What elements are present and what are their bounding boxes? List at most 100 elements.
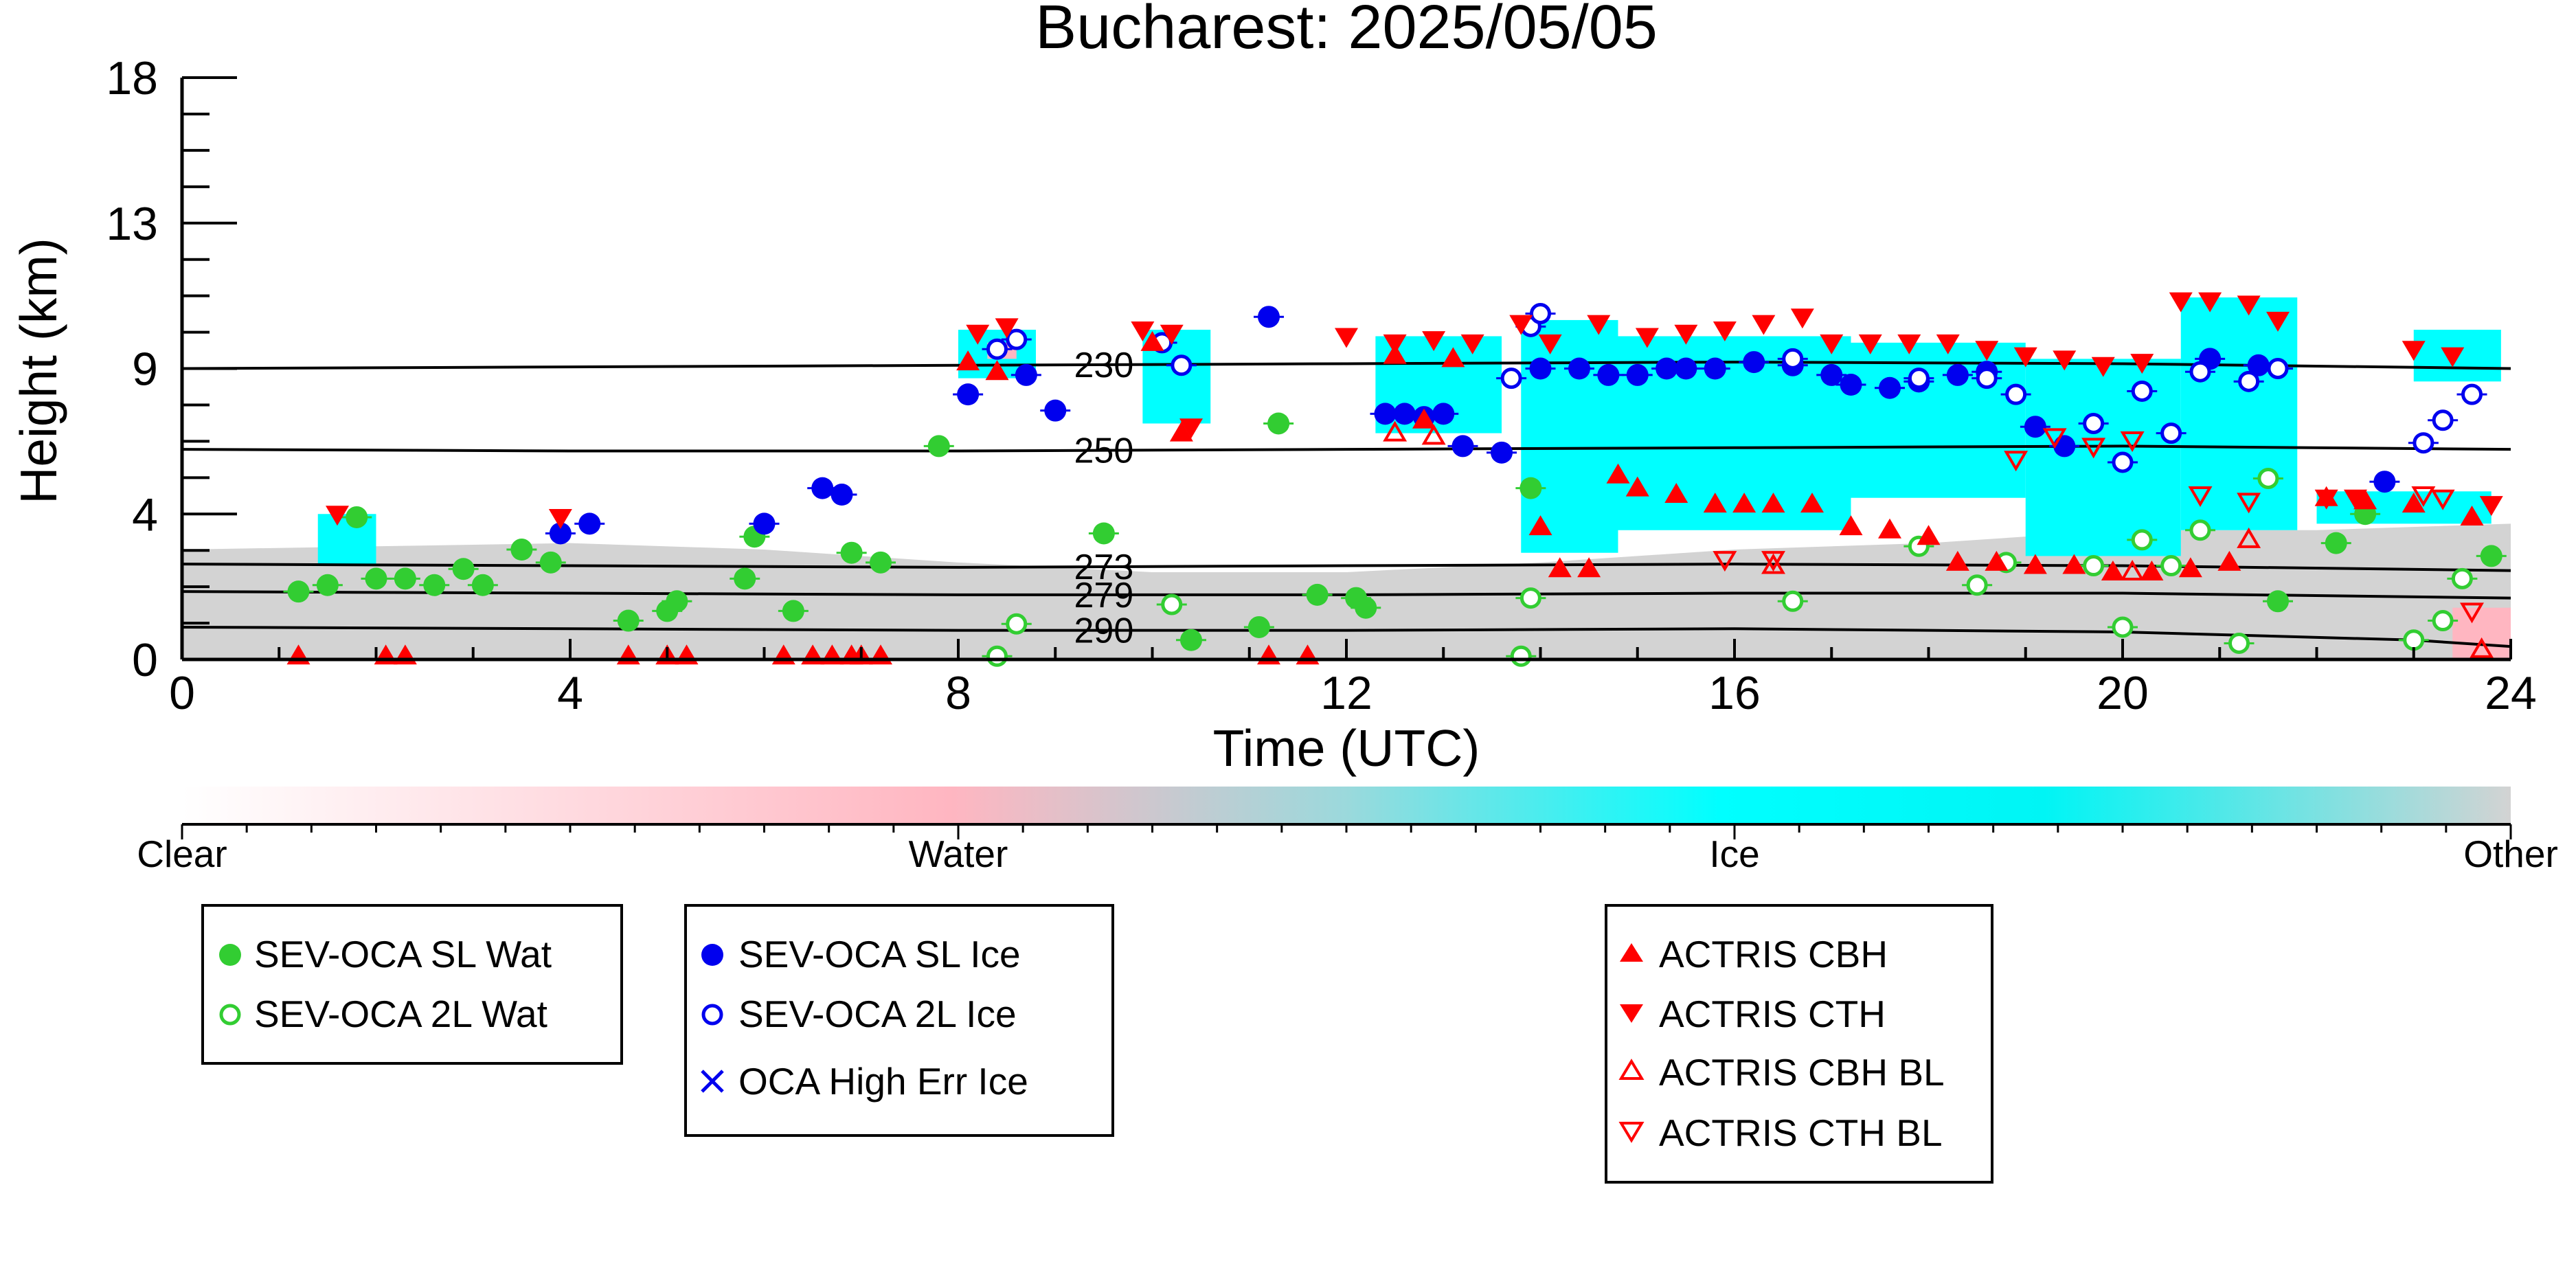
- legend-water: SEV-OCA SL Wat SEV-OCA 2L Wat: [201, 904, 623, 1065]
- marker-actris-cbh: [1412, 408, 1436, 429]
- marker-actris-cth-bl: [2460, 602, 2484, 624]
- marker-sev-oca-sl-ice: [1879, 376, 1901, 399]
- marker-sev-oca-2l-wat: [1510, 645, 1532, 667]
- marker-actris-cth: [1713, 321, 1737, 342]
- marker-sev-oca-sl-wat: [346, 506, 368, 528]
- marker-sev-oca-sl-wat: [471, 574, 494, 596]
- marker-actris-cbh: [1800, 493, 1824, 513]
- marker-sev-oca-2l-wat: [2112, 616, 2134, 638]
- marker-sev-oca-sl-ice: [753, 512, 776, 535]
- marker-actris-cth: [1538, 334, 1562, 354]
- marker-sev-oca-sl-ice: [549, 522, 572, 545]
- legend-marker-cth: [1620, 1004, 1643, 1023]
- marker-sev-oca-sl-wat: [316, 574, 339, 596]
- marker-actris-cbh: [985, 360, 1009, 381]
- legend-entry-2l-wat: SEV-OCA 2L Wat: [254, 993, 547, 1035]
- y-tick-label: 13: [106, 198, 158, 250]
- marker-sev-oca-sl-ice: [1374, 403, 1397, 425]
- axes: 0 4 8 12 16 20 24 0 4 9 13 18: [106, 52, 2536, 719]
- colorbar-label-clear: Clear: [137, 833, 227, 875]
- marker-actris-cbh: [2353, 489, 2377, 510]
- marker-actris-cth: [1422, 331, 1446, 352]
- marker-sev-oca-sl-wat: [1519, 477, 1542, 499]
- marker-sev-oca-2l-wat: [1161, 594, 1183, 615]
- marker-actris-cbh: [1577, 557, 1601, 578]
- colorbar-label-water: Water: [909, 833, 1008, 875]
- marker-actris-cth: [2344, 489, 2367, 510]
- marker-actris-cbh: [1528, 515, 1552, 536]
- marker-sev-oca-sl-wat: [394, 567, 416, 590]
- marker-actris-cbh: [1664, 483, 1688, 504]
- marker-actris-cbh: [1140, 330, 1164, 351]
- marker-actris-cth-bl: [2411, 486, 2436, 507]
- marker-sev-oca-sl-ice: [1568, 357, 1590, 380]
- colorbar-label-ice: Ice: [1709, 833, 1759, 875]
- marker-sev-oca-sl-wat: [666, 590, 688, 613]
- marker-sev-oca-sl-ice: [811, 477, 834, 499]
- marker-actris-cth: [2169, 292, 2193, 313]
- marker-actris-cbh: [1625, 476, 1649, 497]
- marker-actris-cbh: [2217, 550, 2241, 571]
- contour-label-290: 290: [1074, 611, 1133, 651]
- data-markers: [283, 292, 2507, 667]
- marker-actris-cth: [1587, 315, 1611, 335]
- marker-sev-oca-sl-ice: [1840, 374, 1862, 396]
- marker-sev-oca-2l-ice: [2083, 412, 2105, 434]
- marker-sev-oca-sl-ice: [1597, 363, 1620, 386]
- x-tick-label: 0: [169, 667, 195, 719]
- marker-sev-oca-2l-ice: [2238, 370, 2260, 392]
- marker-sev-oca-sl-wat: [2480, 545, 2502, 567]
- marker-actris-cth: [1160, 324, 1184, 345]
- marker-sev-oca-sl-ice: [1820, 363, 1843, 386]
- marker-sev-oca-2l-wat: [2257, 467, 2279, 489]
- marker-actris-cth: [2402, 341, 2426, 361]
- legend-marker-sl-wat: [219, 944, 241, 966]
- legend-entry-cth: ACTRIS CTH: [1659, 993, 1886, 1035]
- marker-actris-cbh: [2178, 557, 2202, 578]
- marker-actris-cbh-bl: [1421, 424, 1446, 445]
- legend-entry-sl-ice: SEV-OCA SL Ice: [738, 933, 1021, 975]
- marker-actris-cth: [1179, 418, 1203, 439]
- marker-sev-oca-sl-wat: [2325, 532, 2347, 554]
- marker-actris-cth: [1635, 328, 1659, 348]
- marker-actris-cbh: [1441, 347, 1465, 368]
- marker-sev-oca-2l-ice: [2131, 380, 2153, 402]
- marker-actris-cbh: [1703, 493, 1727, 513]
- marker-sev-oca-2l-ice: [2432, 409, 2454, 431]
- marker-actris-cth-bl: [2237, 493, 2261, 514]
- marker-sev-oca-sl-wat: [423, 574, 446, 596]
- marker-actris-cth: [1858, 334, 1882, 354]
- marker-actris-cth-bl: [2188, 486, 2213, 507]
- ice-region: [2025, 359, 2181, 556]
- classification-colorbar: [182, 787, 2511, 824]
- marker-sev-oca-2l-ice: [1530, 303, 1551, 325]
- marker-actris-cth: [2314, 489, 2338, 510]
- marker-sev-oca-2l-ice: [2112, 451, 2134, 473]
- marker-actris-cbh: [1169, 421, 1193, 442]
- legend-entry-cbh: ACTRIS CBH: [1659, 933, 1888, 975]
- legend-marker-sl-ice: [701, 944, 723, 966]
- marker-actris-cth: [2053, 350, 2077, 371]
- marker-sev-oca-sl-ice: [1529, 357, 1552, 380]
- marker-sev-oca-sl-wat: [365, 567, 387, 590]
- marker-sev-oca-2l-ice: [1782, 348, 1804, 370]
- marker-actris-cth: [966, 324, 990, 345]
- y-tick-label: 18: [106, 52, 158, 104]
- marker-actris-cbh-bl: [2470, 637, 2494, 658]
- marker-actris-cth: [2198, 292, 2222, 313]
- marker-actris-cth: [2441, 347, 2465, 368]
- legend-marker-2l-wat: [219, 1004, 241, 1026]
- marker-sev-oca-2l-ice: [1171, 354, 1193, 376]
- marker-actris-cbh: [1945, 550, 1969, 571]
- legend-entry-cth-bl: ACTRIS CTH BL: [1659, 1111, 1943, 1154]
- marker-actris-cth: [1752, 315, 1776, 335]
- legend-entry-sl-wat: SEV-OCA SL Wat: [254, 933, 552, 975]
- marker-actris-cth-bl: [2120, 431, 2145, 452]
- marker-sev-oca-sl-ice: [1656, 357, 1678, 380]
- marker-actris-cth: [1674, 324, 1698, 345]
- marker-sev-oca-sl-wat: [870, 551, 892, 574]
- marker-actris-cth: [1509, 315, 1533, 335]
- marker-sev-oca-sl-ice: [2053, 435, 2076, 457]
